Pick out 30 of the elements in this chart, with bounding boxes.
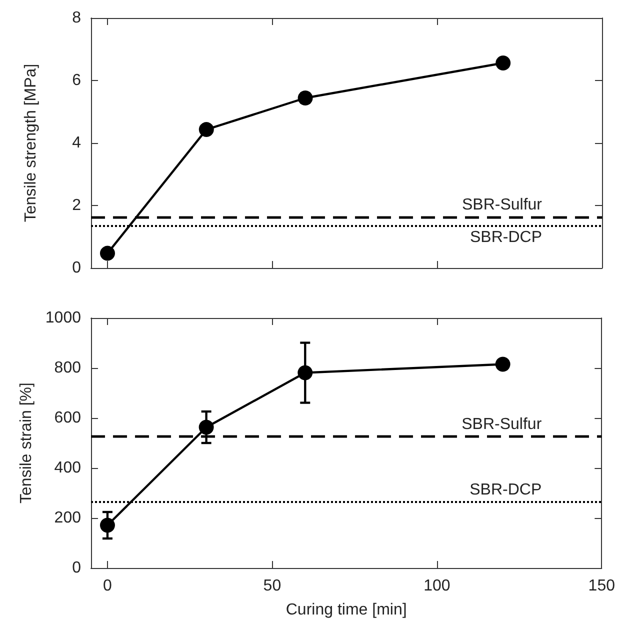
y-tick-label: 0 — [72, 560, 82, 576]
y-tick-label: 6 — [72, 72, 82, 89]
y-axis-title: Tensile strain [%] — [18, 382, 36, 504]
point — [198, 420, 214, 435]
ref-line-label: SBR-DCP — [470, 482, 542, 498]
x-tick-label: 100 — [424, 578, 450, 594]
ref-line-label: SBR-Sulfur — [462, 416, 542, 433]
point — [298, 365, 313, 380]
point — [496, 56, 511, 70]
y-tick-label: 2 — [72, 197, 82, 214]
y-tick-label: 600 — [54, 410, 82, 426]
y-tick-label: 8 — [72, 10, 82, 26]
y-tick-label: 0 — [72, 260, 82, 276]
point — [298, 90, 313, 106]
x-tick-label: 50 — [263, 578, 282, 594]
y-tick-label: 200 — [54, 510, 82, 526]
y-tick-label: 4 — [72, 134, 82, 152]
y-tick-label: 800 — [54, 360, 82, 376]
x-tick-label: 150 — [588, 578, 616, 594]
y-tick-label: 400 — [54, 460, 82, 476]
x-axis-title: Curing time [min] — [286, 602, 407, 618]
y-axis-title: Tensile strength [MPa] — [22, 64, 40, 222]
x-tick-label: 0 — [103, 578, 112, 594]
point — [198, 122, 214, 138]
ref-line-label: SBR-DCP — [470, 229, 542, 246]
point — [495, 356, 510, 372]
point — [100, 518, 115, 533]
point — [100, 246, 115, 261]
y-tick-label: 1000 — [45, 310, 82, 326]
ref-line-label: SBR-Sulfur — [462, 196, 543, 214]
